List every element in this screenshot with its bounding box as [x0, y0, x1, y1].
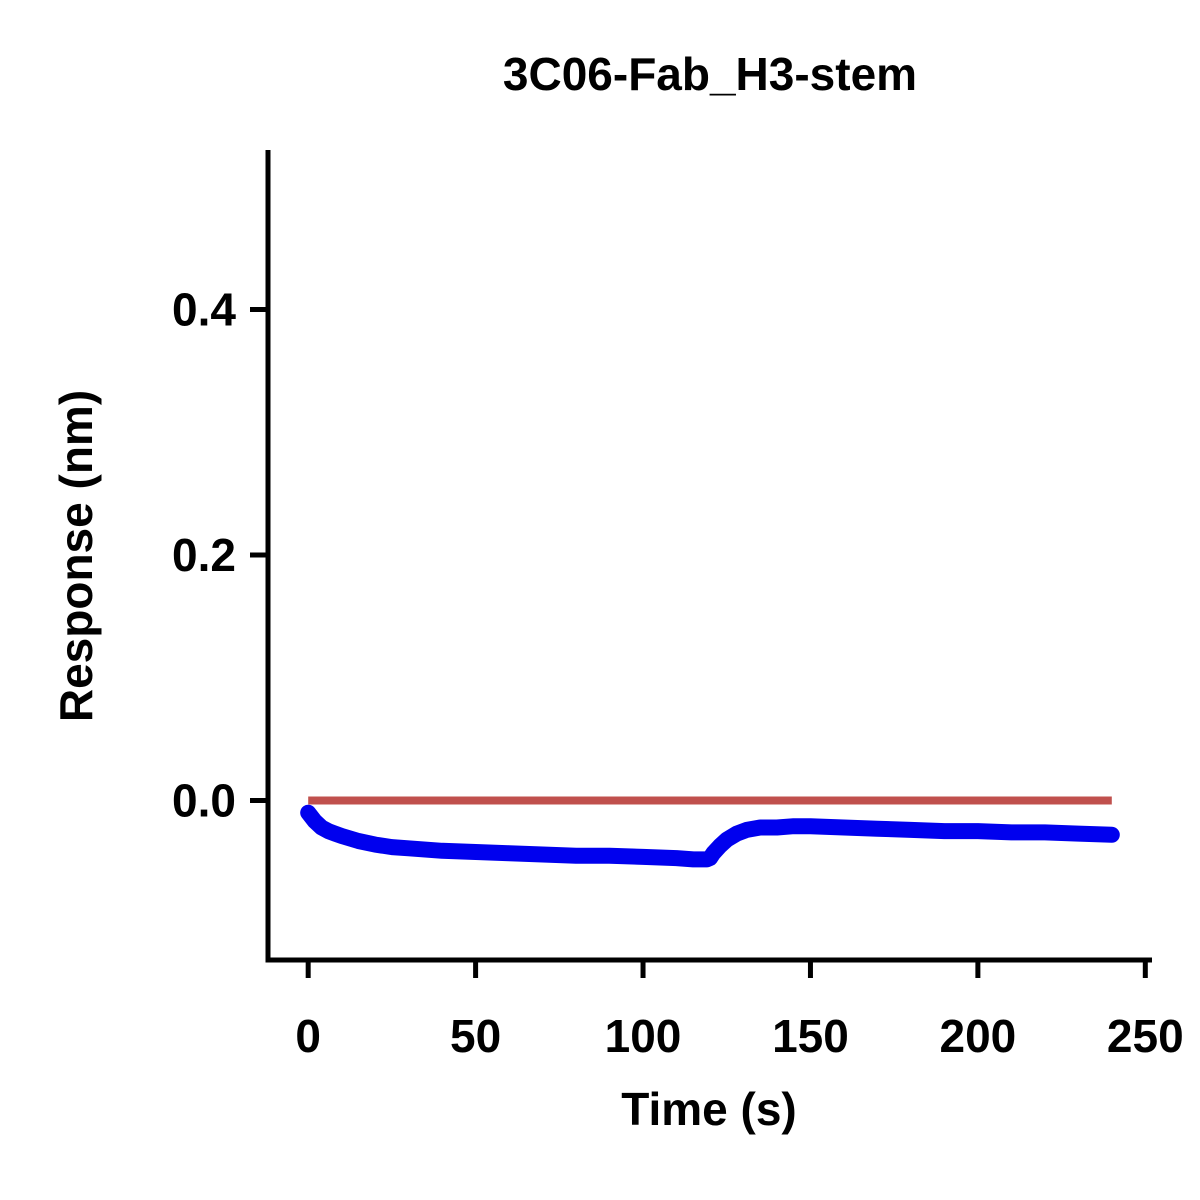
- x-tick-label: 50: [450, 1010, 501, 1062]
- series-layer: [300, 796, 1120, 868]
- y-tick-label: 0.0: [172, 774, 236, 826]
- x-tick-label: 100: [605, 1010, 682, 1062]
- series-line-measured: [300, 804, 1120, 868]
- x-ticks: 0 50 100 150 200 250: [295, 960, 1184, 1062]
- y-tick-label: 0.4: [172, 284, 236, 336]
- x-tick-label: 150: [772, 1010, 849, 1062]
- y-ticks: 0.0 0.2 0.4: [172, 284, 268, 826]
- chart-title: 3C06-Fab_H3-stem: [503, 48, 917, 100]
- x-tick-label: 0: [295, 1010, 321, 1062]
- x-tick-label: 250: [1107, 1010, 1184, 1062]
- y-tick-label: 0.2: [172, 529, 236, 581]
- y-axis-label: Response (nm): [50, 390, 102, 722]
- x-axis-label: Time (s): [621, 1083, 797, 1135]
- x-tick-label: 200: [940, 1010, 1017, 1062]
